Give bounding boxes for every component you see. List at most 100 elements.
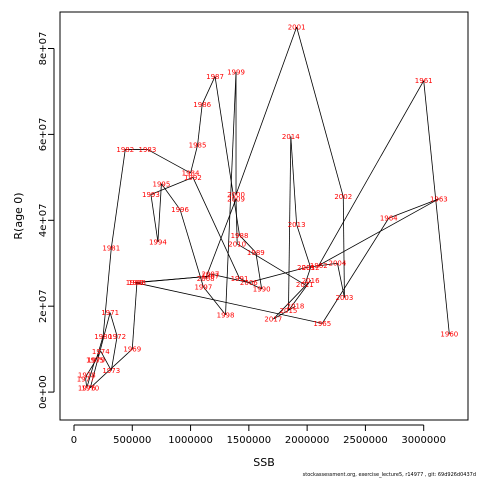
segment-1968-1969 bbox=[131, 282, 138, 350]
segment-2009-2010 bbox=[235, 198, 238, 244]
point-label-1985: 1985 bbox=[189, 142, 207, 150]
point-label-2014: 2014 bbox=[282, 133, 300, 141]
point-label-1997: 1997 bbox=[194, 283, 212, 291]
point-label-2006: 2006 bbox=[240, 279, 258, 287]
segment-1977-1978 bbox=[85, 374, 88, 380]
segment-2017-2018 bbox=[273, 305, 296, 320]
segment-1980-1981 bbox=[102, 248, 112, 337]
point-label-1988: 1988 bbox=[231, 232, 249, 240]
segment-1985-1986 bbox=[197, 104, 203, 146]
segment-1991-1992 bbox=[192, 177, 240, 279]
segment-1972-1973 bbox=[110, 336, 118, 371]
segment-1974-1975 bbox=[94, 351, 102, 361]
segment-2008-2009 bbox=[205, 198, 237, 279]
point-label-2018: 2018 bbox=[287, 303, 305, 311]
point-label-2001: 2001 bbox=[288, 24, 306, 32]
segment-2007-2008 bbox=[205, 273, 211, 279]
segment-1981-1982 bbox=[110, 149, 126, 249]
segment-1993-1994 bbox=[150, 194, 159, 242]
point-label-2010: 2010 bbox=[228, 240, 246, 248]
segment-1960-1961 bbox=[423, 80, 450, 335]
point-label-1961: 1961 bbox=[415, 77, 433, 85]
segment-1990-1991 bbox=[239, 277, 262, 290]
segment-2002-2003 bbox=[342, 196, 345, 298]
point-label-1975: 1975 bbox=[86, 356, 104, 364]
x-tick-label-2: 1000000 bbox=[168, 435, 213, 446]
segment-1992-1993 bbox=[150, 176, 194, 195]
segment-1983-1984 bbox=[147, 149, 191, 174]
segment-1997-1998 bbox=[203, 286, 226, 316]
segment-2010-2011 bbox=[236, 243, 306, 286]
point-label-1990: 1990 bbox=[253, 286, 271, 294]
point-label-2007: 2007 bbox=[201, 270, 219, 278]
point-label-1991: 1991 bbox=[231, 275, 249, 283]
segment-1967-1968 bbox=[136, 275, 211, 283]
point-label-1974: 1974 bbox=[92, 348, 110, 356]
point-label-2013: 2013 bbox=[288, 221, 306, 229]
point-label-1979: 1979 bbox=[87, 356, 105, 364]
point-label-1968: 1968 bbox=[128, 279, 146, 287]
point-label-1994: 1994 bbox=[149, 238, 167, 246]
point-label-2017: 2017 bbox=[264, 316, 282, 324]
segment-2016-2017 bbox=[273, 280, 311, 320]
segment-1961-1962 bbox=[318, 80, 425, 266]
point-label-2002: 2002 bbox=[334, 193, 352, 201]
point-label-1967: 1967 bbox=[201, 273, 219, 281]
x-tick-label-0: 0 bbox=[71, 435, 77, 446]
point-label-1989: 1989 bbox=[247, 249, 265, 257]
segment-1996-1997 bbox=[179, 209, 204, 287]
segment-1988-1989 bbox=[239, 235, 257, 253]
y-tick-label-2: 4e+07 bbox=[38, 203, 49, 237]
point-label-2004: 2004 bbox=[329, 260, 347, 268]
y-axis: 0e+00 2e+07 4e+07 6e+07 8e+07 bbox=[38, 32, 55, 409]
y-axis-label: R(age 0) bbox=[12, 192, 25, 239]
point-label-1962: 1962 bbox=[310, 262, 328, 270]
point-label-1963: 1963 bbox=[430, 195, 448, 203]
point-label-1971: 1971 bbox=[101, 309, 119, 317]
point-label-1993: 1993 bbox=[142, 191, 160, 199]
point-label-1996: 1996 bbox=[171, 206, 189, 214]
point-label-1960: 1960 bbox=[440, 331, 458, 339]
point-label-1980: 1980 bbox=[94, 333, 112, 341]
point-label-1972: 1972 bbox=[108, 333, 126, 341]
y-tick-label-3: 6e+07 bbox=[38, 118, 49, 152]
point-label-1995: 1995 bbox=[153, 180, 171, 188]
point-label-2003: 2003 bbox=[336, 294, 354, 302]
segment-2011-2012 bbox=[304, 267, 312, 285]
point-label-1992: 1992 bbox=[184, 174, 202, 182]
segment-1984-1985 bbox=[190, 145, 198, 174]
segment-1963-1964 bbox=[388, 198, 440, 219]
trajectory-lines bbox=[85, 26, 450, 389]
point-label-2015: 2015 bbox=[280, 307, 298, 315]
segment-2004-2005 bbox=[305, 262, 338, 268]
year-labels: 1960 1961 1962 1963 1964 1965 1966 1967 1968 1969… bbox=[77, 24, 459, 393]
x-axis: 0 500000 1000000 1500000 2000000 2500000 30000… bbox=[71, 424, 446, 446]
y-tick-label-1: 2e+07 bbox=[38, 289, 49, 323]
segment-1989-1990 bbox=[255, 252, 263, 290]
point-label-1987: 1987 bbox=[206, 73, 224, 81]
point-label-2011: 2011 bbox=[296, 281, 314, 289]
segment-1973-1974 bbox=[100, 351, 112, 371]
point-label-1999: 1999 bbox=[227, 69, 245, 77]
segment-1995-1996 bbox=[161, 183, 181, 210]
point-label-1978: 1978 bbox=[78, 371, 96, 379]
segment-1986-1987 bbox=[201, 76, 216, 105]
point-label-1965: 1965 bbox=[313, 320, 331, 328]
segment-1987-1988 bbox=[214, 76, 240, 236]
footer-credit: stockassessment.org, exercise_lecture5, … bbox=[302, 472, 476, 478]
point-label-2016: 2016 bbox=[302, 277, 320, 285]
segment-2013-2014 bbox=[290, 136, 298, 225]
point-label-2012: 2012 bbox=[302, 264, 320, 272]
segment-1994-1995 bbox=[157, 183, 162, 242]
segment-2005-2006 bbox=[248, 267, 307, 283]
segment-2012-2013 bbox=[296, 224, 312, 268]
point-label-1964: 1964 bbox=[380, 215, 398, 223]
point-label-2009: 2009 bbox=[227, 195, 245, 203]
x-tick-label-5: 2500000 bbox=[343, 435, 388, 446]
segment-1976-1977 bbox=[85, 379, 88, 388]
segment-2006-2007 bbox=[210, 273, 249, 283]
segment-2001-2002 bbox=[296, 26, 344, 197]
segment-2003-2004 bbox=[337, 263, 345, 298]
